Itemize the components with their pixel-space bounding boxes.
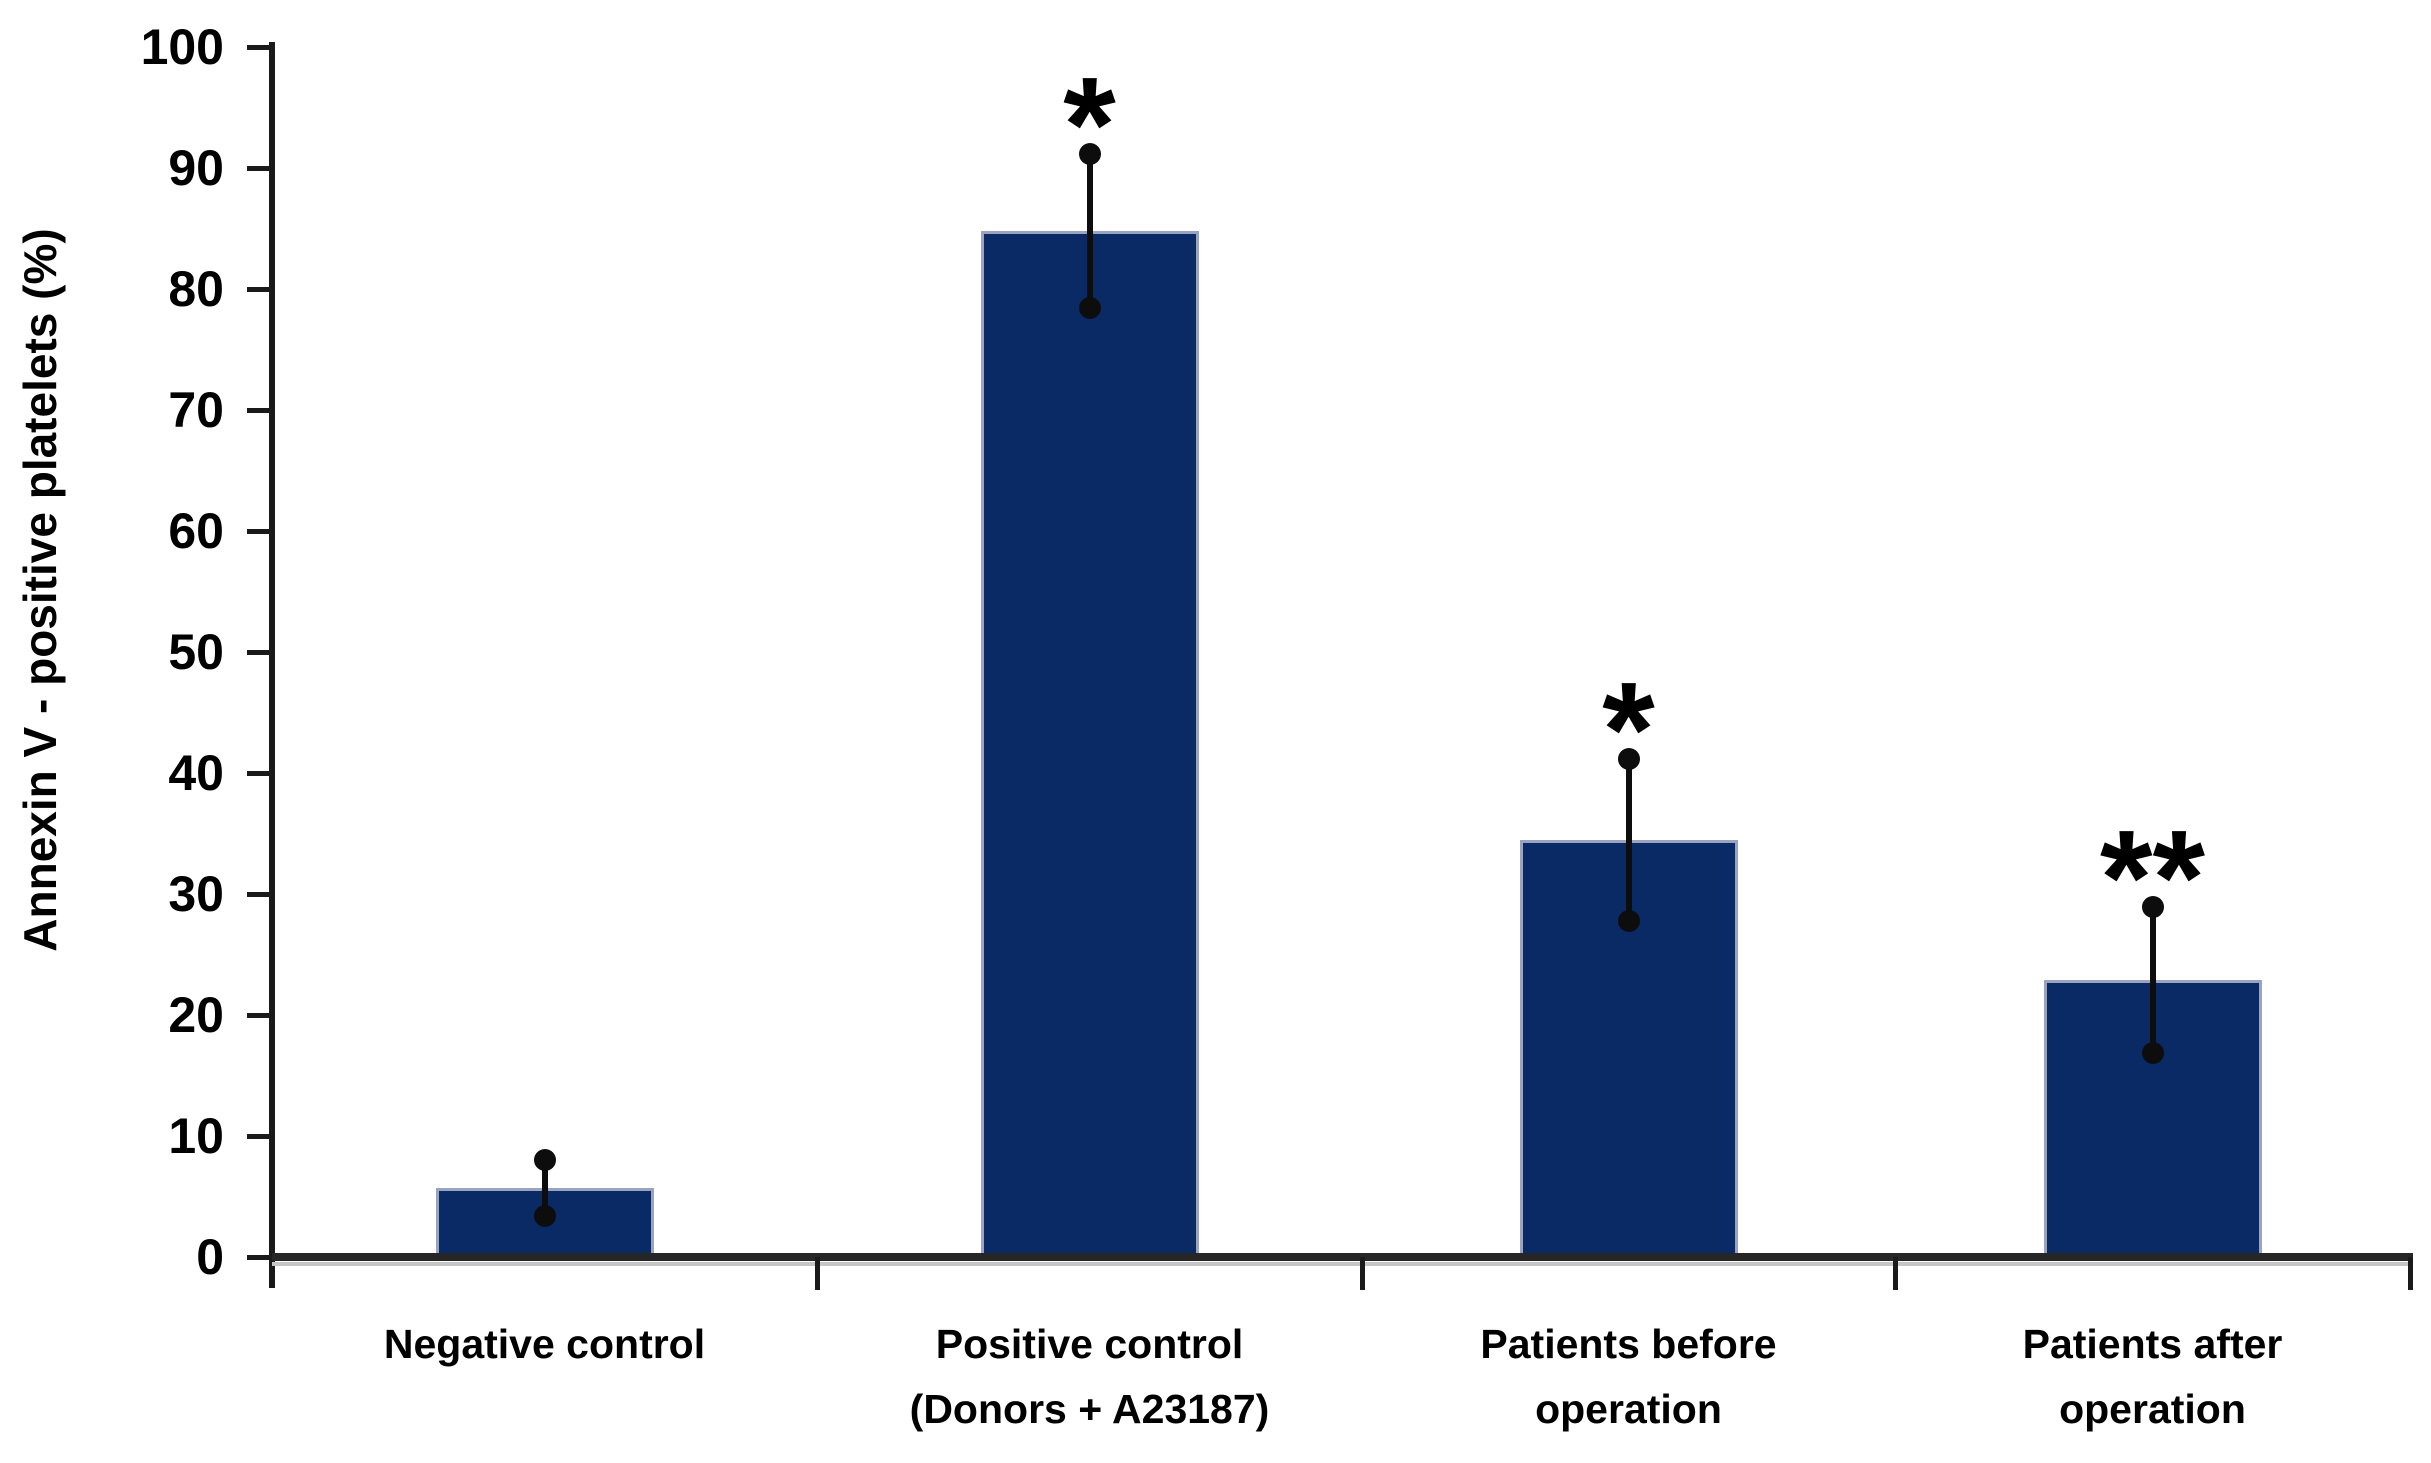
error-bar-cap-bottom: [1078, 297, 1101, 320]
category-label-line: Positive control: [935, 1321, 1244, 1367]
y-tick-mark: [247, 1012, 272, 1018]
y-tick-mark: [247, 1133, 272, 1139]
error-bar: [1625, 758, 1632, 921]
error-bar: [1086, 153, 1093, 309]
y-tick-label: 10: [168, 1108, 224, 1164]
category-label-line: (Donors + A23187): [909, 1386, 1270, 1432]
y-tick-mark: [247, 891, 272, 897]
y-axis-line: [269, 42, 275, 1288]
category-label-line: Patients after: [2022, 1321, 2283, 1367]
significance-marker: **: [2099, 802, 2206, 954]
error-bar-cap-top: [2141, 896, 2164, 919]
error-bar-cap-bottom: [2141, 1041, 2164, 1064]
x-tick-mark: [1892, 1257, 1898, 1290]
significance-marker: *: [1063, 48, 1116, 200]
y-tick-label: 50: [168, 624, 224, 680]
error-bar-cap-top: [1617, 747, 1640, 770]
x-axis-line: [272, 1253, 2413, 1261]
x-axis-shadow-line: [272, 1262, 2413, 1266]
error-bar-cap-bottom: [1617, 909, 1640, 932]
y-tick-mark: [247, 44, 272, 50]
y-tick-label: 0: [196, 1229, 224, 1285]
category-label-line: operation: [2059, 1386, 2246, 1432]
bar: [980, 230, 1199, 1257]
error-bar: [2149, 907, 2156, 1053]
y-tick-mark: [247, 407, 272, 413]
category-label-line: Patients before: [1480, 1321, 1777, 1367]
y-tick-label: 70: [168, 382, 224, 438]
x-tick-mark: [1359, 1257, 1365, 1290]
y-tick-label: 20: [168, 987, 224, 1043]
category-label-line: operation: [1535, 1386, 1722, 1432]
y-axis-title: Annexin V - positive platelets (%): [14, 228, 66, 952]
y-tick-label: 40: [168, 745, 224, 801]
error-bar-cap-bottom: [533, 1204, 556, 1227]
y-tick-mark: [247, 770, 272, 776]
category-label-line: Negative control: [383, 1321, 706, 1367]
error-bar: [541, 1160, 548, 1216]
x-tick-mark: [2407, 1257, 2413, 1290]
x-tick-mark: [814, 1257, 820, 1290]
error-bar-cap-top: [1078, 142, 1101, 165]
y-tick-mark: [247, 1254, 272, 1260]
y-tick-label: 30: [168, 866, 224, 922]
y-tick-label: 60: [168, 503, 224, 559]
y-tick-mark: [247, 528, 272, 534]
y-tick-mark: [247, 649, 272, 655]
y-tick-label: 90: [168, 140, 224, 196]
error-bar-cap-top: [533, 1149, 556, 1172]
y-tick-label: 100: [140, 19, 224, 75]
y-tick-mark: [247, 165, 272, 171]
significance-marker: *: [1602, 653, 1655, 805]
y-tick-mark: [247, 286, 272, 292]
y-tick-label: 80: [168, 261, 224, 317]
